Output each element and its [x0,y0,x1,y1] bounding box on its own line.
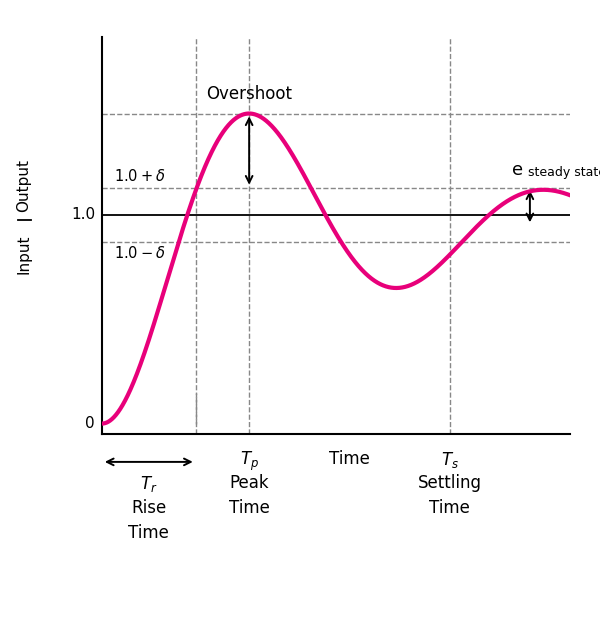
Text: 0: 0 [85,416,95,431]
Text: Input: Input [17,234,32,274]
Text: Time: Time [329,450,370,467]
Text: 1.0: 1.0 [71,207,95,222]
Text: $1.0-\delta$: $1.0-\delta$ [115,245,166,261]
Text: Time: Time [128,524,169,542]
Text: Settling: Settling [418,474,482,492]
Text: Peak: Peak [229,474,269,492]
Text: e: e [512,161,523,179]
Text: Rise: Rise [131,499,166,517]
Text: $T_s$: $T_s$ [440,450,458,469]
Text: $1.0+\delta$: $1.0+\delta$ [115,169,166,184]
Text: Output: Output [17,159,32,213]
Text: $T_r$: $T_r$ [140,474,158,494]
Text: $T_p$: $T_p$ [239,450,259,472]
Text: Time: Time [229,499,269,517]
Text: steady state: steady state [527,166,600,179]
Text: Time: Time [429,499,470,517]
Text: Overshoot: Overshoot [206,85,292,103]
